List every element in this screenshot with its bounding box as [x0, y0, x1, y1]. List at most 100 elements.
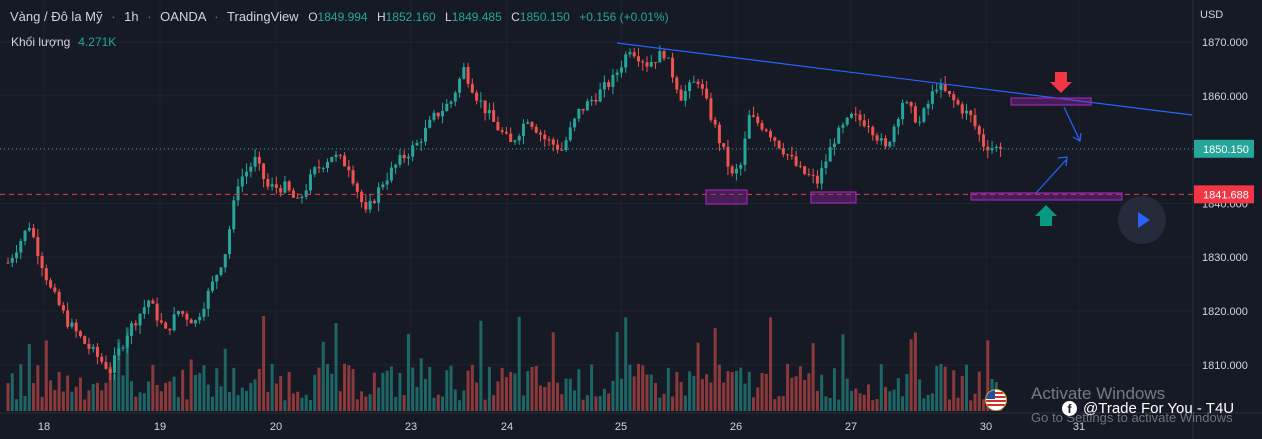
time-tick-label[interactable]: 26 — [730, 421, 742, 433]
time-tick-label[interactable]: 24 — [501, 421, 513, 433]
candle-body[interactable] — [581, 108, 585, 111]
candle-body[interactable] — [683, 91, 687, 101]
candle-body[interactable] — [236, 186, 240, 201]
candle-body[interactable] — [343, 155, 347, 167]
last-price-badge[interactable] — [1194, 139, 1254, 158]
candle-body[interactable] — [794, 156, 798, 166]
candle-body[interactable] — [19, 241, 23, 253]
candle-body[interactable] — [564, 140, 568, 151]
candle-body[interactable] — [913, 106, 917, 123]
candle-body[interactable] — [147, 300, 151, 308]
candle-body[interactable] — [568, 127, 572, 141]
candle-body[interactable] — [871, 127, 875, 136]
price-zone[interactable] — [810, 191, 857, 204]
candle-body[interactable] — [875, 135, 879, 141]
candle-body[interactable] — [40, 256, 44, 269]
candle-body[interactable] — [867, 126, 871, 128]
candle-body[interactable] — [193, 320, 197, 324]
candle-body[interactable] — [74, 322, 78, 332]
time-tick-label[interactable]: 31 — [1073, 421, 1085, 433]
candle-body[interactable] — [257, 156, 261, 164]
candle-body[interactable] — [338, 154, 342, 156]
price-zone[interactable] — [1010, 97, 1092, 106]
candle-body[interactable] — [23, 230, 27, 242]
candle-body[interactable] — [159, 320, 163, 323]
candle-body[interactable] — [619, 67, 623, 73]
candle-body[interactable] — [266, 179, 270, 187]
candle-body[interactable] — [232, 200, 236, 230]
time-tick-label[interactable]: 20 — [270, 421, 282, 433]
candle-body[interactable] — [905, 102, 909, 104]
candle-body[interactable] — [632, 52, 636, 57]
candle-body[interactable] — [696, 81, 700, 85]
candle-body[interactable] — [432, 112, 436, 120]
candle-body[interactable] — [935, 89, 939, 92]
candle-body[interactable] — [965, 110, 968, 114]
candle-body[interactable] — [372, 200, 376, 203]
price-zone[interactable] — [705, 189, 748, 205]
candle-body[interactable] — [228, 229, 232, 255]
candle-body[interactable] — [722, 143, 726, 147]
candle-body[interactable] — [49, 280, 53, 288]
candle-body[interactable] — [645, 62, 649, 67]
candle-body[interactable] — [713, 119, 717, 125]
candle-body[interactable] — [406, 156, 410, 159]
candle-body[interactable] — [781, 148, 785, 155]
candle-body[interactable] — [539, 132, 542, 135]
candle-body[interactable] — [189, 319, 193, 324]
candle-body[interactable] — [811, 174, 815, 176]
candle-body[interactable] — [773, 137, 777, 141]
candle-body[interactable] — [347, 166, 351, 171]
candle-body[interactable] — [155, 303, 159, 321]
candle-body[interactable] — [841, 124, 845, 128]
time-tick-label[interactable]: 23 — [405, 421, 417, 433]
candle-body[interactable] — [671, 57, 675, 78]
candle-body[interactable] — [449, 101, 453, 104]
candle-body[interactable] — [479, 100, 483, 102]
candle-body[interactable] — [777, 140, 781, 149]
symbol-name[interactable]: Vàng / Đô la Mỹ — [10, 9, 103, 24]
candle-body[interactable] — [181, 311, 185, 314]
candle-body[interactable] — [688, 82, 692, 92]
candle-body[interactable] — [837, 127, 841, 144]
candle-body[interactable] — [526, 122, 530, 124]
candle-body[interactable] — [492, 110, 496, 122]
candle-body[interactable] — [377, 187, 381, 203]
candle-body[interactable] — [32, 228, 36, 238]
candle-body[interactable] — [739, 165, 743, 169]
candle-body[interactable] — [381, 184, 385, 188]
candle-body[interactable] — [27, 228, 31, 231]
candle-body[interactable] — [500, 130, 504, 132]
up-arrow-icon[interactable] — [1035, 205, 1057, 226]
candle-body[interactable] — [960, 104, 964, 114]
candle-body[interactable] — [351, 170, 355, 184]
candle-body[interactable] — [509, 133, 513, 143]
candle-body[interactable] — [423, 127, 427, 142]
candle-body[interactable] — [364, 202, 368, 210]
candle-body[interactable] — [888, 141, 892, 147]
candle-body[interactable] — [726, 146, 730, 167]
candle-body[interactable] — [641, 61, 645, 63]
candle-body[interactable] — [313, 167, 317, 175]
volume-label[interactable]: Khối lượng — [11, 35, 71, 49]
time-tick-label[interactable]: 25 — [615, 421, 627, 433]
candle-body[interactable] — [803, 166, 807, 175]
candle-body[interactable] — [436, 112, 440, 117]
candle-body[interactable] — [756, 116, 760, 124]
candle-body[interactable] — [504, 131, 508, 134]
candle-body[interactable] — [675, 77, 679, 90]
candle-body[interactable] — [982, 134, 986, 147]
candle-body[interactable] — [411, 145, 415, 157]
candle-body[interactable] — [125, 335, 129, 348]
candle-body[interactable] — [832, 143, 836, 148]
candle-body[interactable] — [679, 89, 683, 101]
candle-body[interactable] — [91, 346, 95, 349]
price-axis[interactable] — [1193, 0, 1262, 439]
candle-body[interactable] — [270, 184, 274, 187]
candle-body[interactable] — [807, 174, 811, 176]
candle-body[interactable] — [287, 181, 291, 191]
candle-body[interactable] — [206, 290, 210, 309]
candle-body[interactable] — [845, 117, 849, 125]
candle-body[interactable] — [969, 110, 973, 116]
